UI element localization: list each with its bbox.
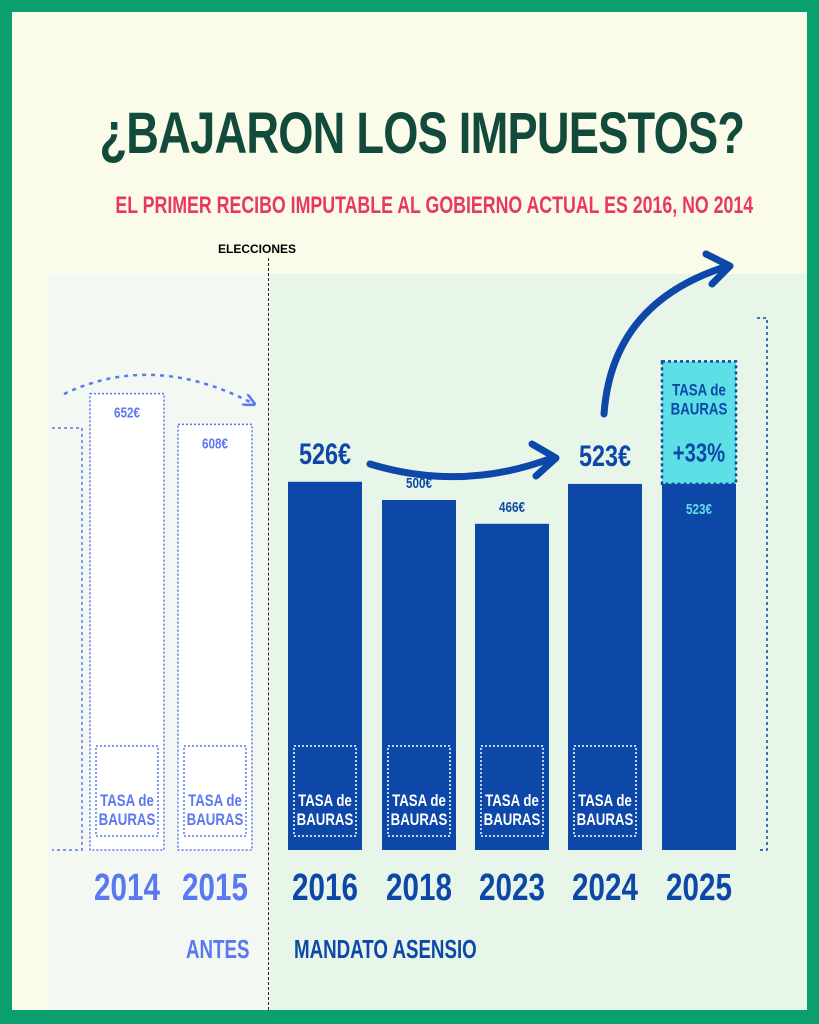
increase-label-line1: TASA de [672, 381, 726, 400]
right-bracket [757, 317, 768, 851]
bar-2018 [382, 500, 456, 850]
year-label-2023: 2023 [479, 867, 545, 909]
page-subtitle: EL PRIMER RECIBO IMPUTABLE AL GOBIERNO A… [115, 192, 754, 219]
before-period-label: ANTES [186, 934, 250, 964]
elections-divider-line [268, 258, 269, 1010]
arrows-layer [52, 250, 768, 851]
tasa-label-2018-line1: TASA de [392, 792, 446, 811]
bar-2025 [662, 483, 736, 850]
bar-value-2015: 608€ [202, 435, 228, 452]
elections-divider-label: ELECCIONES [218, 242, 297, 256]
tasa-label-2014-line2: BAURAS [99, 811, 156, 830]
tasa-label-2014-line1: TASA de [100, 792, 154, 811]
bar-value-2024: 523€ [579, 439, 631, 472]
trend-arrow-flat [366, 454, 556, 481]
tasa-label-2015-line2: BAURAS [187, 811, 244, 830]
bar-increase-2025 [660, 360, 738, 486]
year-label-2018: 2018 [386, 867, 452, 909]
bar-value-2014: 652€ [114, 404, 140, 421]
tasa-label-2024-line2: BAURAS [577, 811, 634, 830]
trend-arrow-before [63, 373, 250, 402]
tasa-label-2024-line1: TASA de [578, 792, 632, 811]
trend-arrow-up-head [702, 250, 734, 288]
bar-2014 [89, 392, 165, 851]
bar-2016 [288, 481, 362, 850]
year-label-2016: 2016 [292, 867, 358, 909]
page-title: ¿BAJARON LOS IMPUESTOS? [99, 101, 745, 166]
trend-arrow-flat-head [528, 440, 560, 480]
tasa-label-2018-line2: BAURAS [391, 811, 448, 830]
bar-2015 [177, 423, 253, 851]
mandate-period-label: MANDATO ASENSIO [294, 934, 477, 964]
increase-percent: +33% [673, 438, 726, 467]
bar-2023 [475, 523, 549, 850]
trend-arrow-up [600, 262, 732, 418]
tasa-label-2023-line2: BAURAS [484, 811, 541, 830]
tasa-label-2015-line1: TASA de [188, 792, 242, 811]
year-label-2024: 2024 [572, 867, 638, 909]
tasa-label-2016-line2: BAURAS [297, 811, 354, 830]
bar-2024 [568, 483, 642, 850]
bar-value-2023: 466€ [499, 498, 525, 515]
tasa-label-2023-line1: TASA de [485, 792, 539, 811]
bar-value-2025: 523€ [686, 501, 712, 518]
year-label-2014: 2014 [94, 867, 160, 909]
left-bracket [52, 427, 83, 851]
infographic-frame: ¿BAJARON LOS IMPUESTOS? EL PRIMER RECIBO… [12, 12, 807, 1010]
year-label-2025: 2025 [666, 867, 732, 909]
bar-value-2016: 526€ [299, 437, 351, 470]
tasa-label-2016-line1: TASA de [298, 792, 352, 811]
year-label-2015: 2015 [182, 867, 248, 909]
increase-label-line2: BAURAS [671, 400, 728, 419]
